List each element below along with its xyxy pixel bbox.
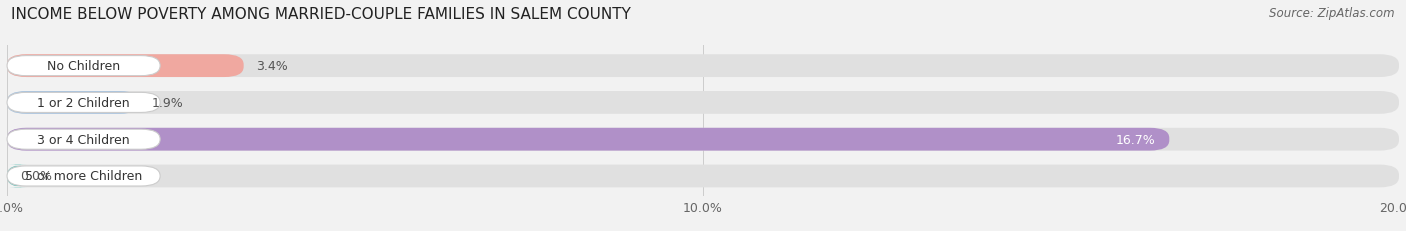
- FancyBboxPatch shape: [7, 165, 1399, 188]
- Text: 16.7%: 16.7%: [1115, 133, 1156, 146]
- FancyBboxPatch shape: [7, 128, 1399, 151]
- Text: 0.0%: 0.0%: [20, 170, 52, 183]
- FancyBboxPatch shape: [7, 93, 160, 113]
- Text: 3.4%: 3.4%: [256, 60, 288, 73]
- Text: 1 or 2 Children: 1 or 2 Children: [38, 97, 129, 109]
- Text: Source: ZipAtlas.com: Source: ZipAtlas.com: [1270, 7, 1395, 20]
- Text: 1.9%: 1.9%: [152, 97, 184, 109]
- FancyBboxPatch shape: [7, 166, 160, 186]
- FancyBboxPatch shape: [7, 165, 28, 188]
- Text: 3 or 4 Children: 3 or 4 Children: [38, 133, 129, 146]
- FancyBboxPatch shape: [7, 56, 160, 76]
- FancyBboxPatch shape: [7, 92, 139, 114]
- Text: 5 or more Children: 5 or more Children: [25, 170, 142, 183]
- Text: No Children: No Children: [46, 60, 120, 73]
- FancyBboxPatch shape: [7, 92, 1399, 114]
- Text: INCOME BELOW POVERTY AMONG MARRIED-COUPLE FAMILIES IN SALEM COUNTY: INCOME BELOW POVERTY AMONG MARRIED-COUPL…: [11, 7, 631, 22]
- FancyBboxPatch shape: [7, 128, 1170, 151]
- FancyBboxPatch shape: [7, 55, 243, 78]
- FancyBboxPatch shape: [7, 55, 1399, 78]
- FancyBboxPatch shape: [7, 130, 160, 150]
